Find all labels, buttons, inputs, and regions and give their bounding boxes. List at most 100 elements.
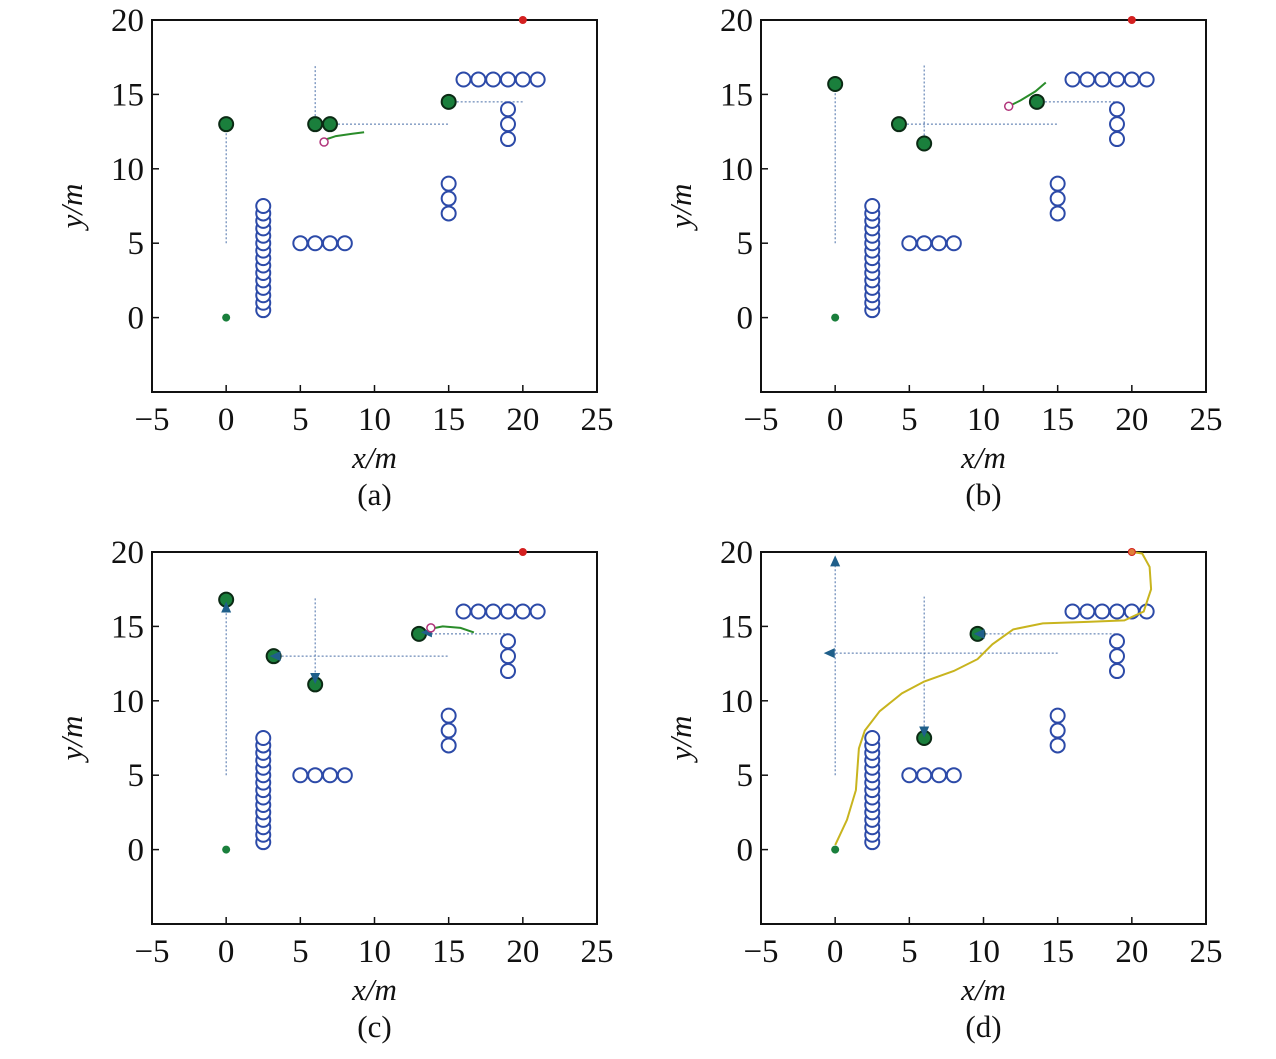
- robot-position: [1128, 549, 1135, 555]
- static-obstacle: [470, 71, 487, 88]
- subplot-d: −5 0 5 10 15 20 25 0 5 10 15 20 x/m y/m (d): [663, 535, 1223, 1044]
- static-obstacle: [440, 205, 457, 222]
- start-point: [222, 845, 231, 854]
- static-obstacle: [307, 235, 324, 252]
- static-obstacle: [529, 603, 546, 620]
- y-tick-label: 15: [111, 609, 144, 645]
- goal-point: [518, 16, 527, 24]
- static-obstacle: [485, 603, 502, 620]
- x-axis-label: x/m: [960, 972, 1006, 1007]
- y-tick-label: 5: [737, 226, 754, 262]
- y-axis-label: y/m: [663, 184, 698, 232]
- moving-obstacle: [1028, 93, 1045, 110]
- robot-position: [1003, 101, 1014, 112]
- y-tick-label: 10: [111, 152, 144, 188]
- static-obstacle: [945, 235, 962, 252]
- x-tick-label: 25: [581, 402, 614, 438]
- x-tick-label: 20: [506, 934, 539, 970]
- static-obstacle: [1079, 603, 1096, 620]
- static-obstacle: [440, 737, 457, 754]
- x-axis-label: x/m: [960, 440, 1006, 475]
- static-obstacle: [292, 767, 309, 784]
- static-obstacle: [336, 235, 353, 252]
- y-axis-label: y/m: [54, 184, 89, 232]
- static-obstacle: [440, 190, 457, 207]
- y-tick-label: 5: [737, 758, 754, 794]
- static-obstacle: [1109, 116, 1125, 133]
- static-obstacle: [864, 198, 881, 214]
- y-tick-label: 0: [128, 833, 145, 869]
- static-obstacle: [500, 131, 516, 148]
- static-obstacle: [500, 663, 516, 680]
- moving-obstacle: [916, 135, 933, 152]
- y-tick-label: 15: [111, 77, 144, 113]
- static-obstacle: [1049, 737, 1066, 754]
- motion-arrow-down: [310, 672, 321, 684]
- static-obstacle: [901, 767, 918, 784]
- plot-frame: [760, 551, 1207, 925]
- static-obstacle: [500, 116, 516, 133]
- static-obstacle: [455, 603, 472, 620]
- motion-arrow-left: [973, 628, 985, 639]
- static-obstacle: [500, 648, 516, 665]
- y-tick-label: 20: [720, 535, 753, 571]
- y-tick-label: 15: [720, 609, 753, 645]
- subplot-a: −5 0 5 10 15 20 25 0 5 10 15 20 x/m y/m (a): [54, 3, 614, 512]
- static-obstacle: [1094, 71, 1111, 88]
- x-tick-label: 15: [432, 402, 465, 438]
- motion-arrow-down: [919, 726, 930, 738]
- plot-frame: [760, 19, 1207, 393]
- static-obstacle: [500, 633, 516, 650]
- robot-trajectory: [834, 551, 1153, 846]
- x-axis-label: x/m: [351, 972, 397, 1007]
- static-obstacle: [1109, 603, 1125, 620]
- x-tick-label: −5: [134, 934, 169, 970]
- y-tick-label: 20: [720, 3, 753, 39]
- static-obstacle: [1064, 71, 1081, 88]
- static-obstacle: [292, 235, 309, 252]
- subplot-c: −5 0 5 10 15 20 25 0 5 10 15 20 x/m y/m (c): [54, 535, 614, 1044]
- x-tick-label: 15: [432, 934, 465, 970]
- x-tick-label: 25: [581, 934, 614, 970]
- static-obstacle: [1109, 648, 1125, 665]
- static-obstacle: [440, 722, 457, 739]
- x-tick-label: 20: [1115, 402, 1148, 438]
- static-obstacle: [1123, 71, 1140, 88]
- static-obstacle: [945, 767, 962, 784]
- static-obstacle: [500, 71, 516, 88]
- moving-obstacle: [218, 116, 235, 133]
- x-tick-label: 10: [358, 934, 391, 970]
- static-obstacle: [916, 767, 933, 784]
- static-obstacle: [1109, 131, 1125, 148]
- static-obstacle: [931, 767, 947, 784]
- static-obstacle: [1079, 71, 1096, 88]
- motion-arrow-left: [823, 648, 835, 659]
- x-tick-label: 10: [967, 934, 1000, 970]
- static-obstacle: [1109, 101, 1125, 118]
- static-obstacle: [322, 767, 338, 784]
- moving-obstacle: [827, 75, 844, 92]
- y-tick-label: 15: [720, 77, 753, 113]
- goal-point: [518, 548, 527, 556]
- robot-trajectory: [1008, 81, 1047, 108]
- start-point: [222, 313, 231, 322]
- x-tick-label: 5: [292, 934, 309, 970]
- y-tick-label: 20: [111, 535, 144, 571]
- static-obstacle: [1049, 190, 1066, 207]
- robot-position: [426, 623, 436, 633]
- static-obstacle: [1109, 663, 1125, 680]
- start-point: [831, 845, 840, 854]
- static-obstacle: [1109, 633, 1125, 650]
- static-obstacle: [470, 603, 487, 620]
- y-tick-label: 0: [737, 301, 754, 337]
- robot-position: [319, 137, 329, 147]
- x-tick-label: 10: [967, 402, 1000, 438]
- static-obstacle: [529, 71, 546, 88]
- x-tick-label: 5: [901, 934, 918, 970]
- static-obstacle: [322, 235, 338, 252]
- x-tick-label: −5: [743, 402, 778, 438]
- static-obstacle: [1049, 205, 1066, 222]
- x-tick-label: 15: [1041, 402, 1074, 438]
- moving-obstacle: [890, 116, 907, 133]
